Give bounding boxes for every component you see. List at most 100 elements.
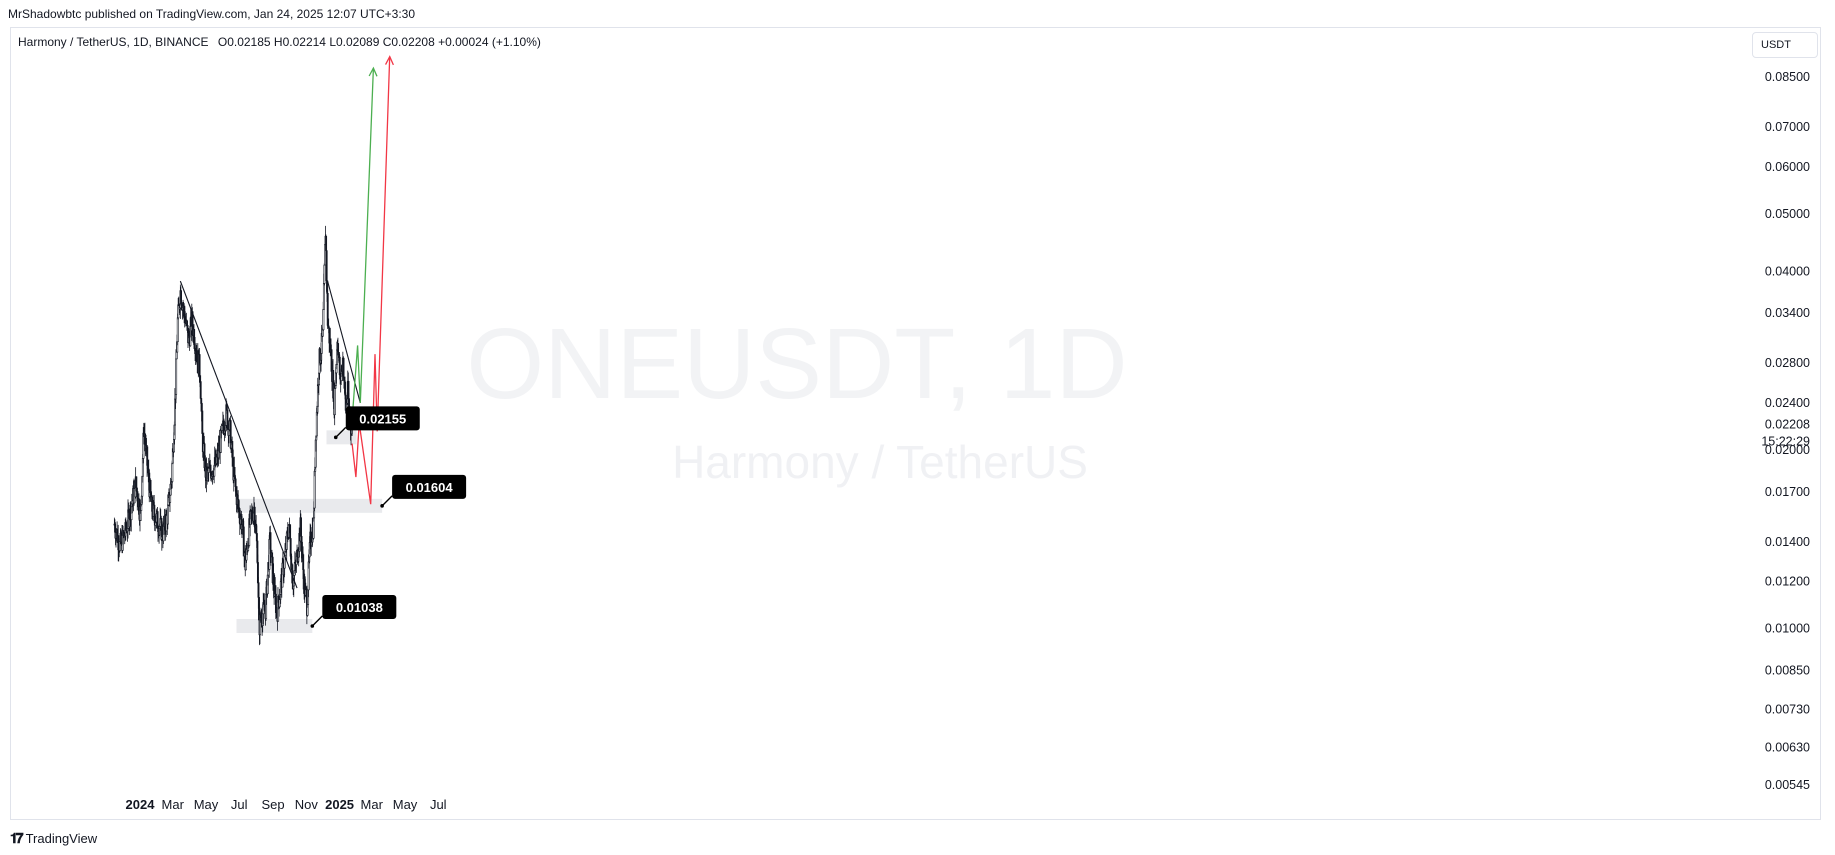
bearish-scenario-path-arrowhead <box>384 55 394 66</box>
candle-body <box>176 317 179 343</box>
price-label-pointer <box>311 615 323 627</box>
support-zone-3 <box>326 430 357 445</box>
price-tick: 0.00850 <box>1765 663 1810 677</box>
candle-body <box>278 599 281 608</box>
price-label-pointer <box>335 426 347 438</box>
legend-symbol: Harmony / TetherUS, 1D, BINANCE <box>18 35 209 49</box>
price-tick: 0.00730 <box>1765 703 1810 717</box>
candle-body <box>322 309 325 331</box>
candle-body <box>300 536 303 552</box>
candle <box>201 402 204 434</box>
candle-body <box>344 381 347 396</box>
time-tick: Sep <box>261 797 284 812</box>
price-label-dot <box>333 435 338 440</box>
tradingview-logo-text: TradingView <box>25 831 98 846</box>
candlestick-series <box>113 225 354 646</box>
price-label-box <box>322 594 397 619</box>
tradingview-logo[interactable]: 𝟏𝟕 TradingView <box>10 830 97 847</box>
candle-body <box>180 290 182 305</box>
candle-body <box>333 388 336 416</box>
candle-body <box>186 325 189 329</box>
price-tick: 0.02000 <box>1765 443 1810 457</box>
price-tick: 0.04000 <box>1765 264 1810 278</box>
price-label-box <box>345 406 420 431</box>
price-label-text: 0.01038 <box>336 600 383 615</box>
candle-body <box>322 283 325 310</box>
price-tick: 0.07000 <box>1765 120 1810 134</box>
price-tick: 0.08500 <box>1765 70 1810 84</box>
price-label-1: 0.01038 <box>310 594 397 628</box>
price-label-dot <box>380 504 384 508</box>
price-tick: 0.00545 <box>1765 778 1810 792</box>
legend-low: L0.02089 <box>329 35 380 49</box>
price-label-3: 0.02155 <box>333 406 420 440</box>
candle-body <box>271 552 274 558</box>
legend-change: +0.00024 (+1.10%) <box>438 35 541 49</box>
publish-info: MrShadowbtc published on TradingView.com… <box>8 7 416 21</box>
time-tick: May <box>393 797 418 812</box>
candle-body <box>175 358 178 395</box>
time-tick: May <box>194 797 219 812</box>
price-label-dot <box>310 624 315 628</box>
price-label-text: 0.01604 <box>406 480 454 495</box>
candle-body <box>171 462 174 482</box>
candle-body <box>326 293 329 326</box>
watermark-name: Harmony / TetherUS <box>672 436 1088 488</box>
time-axis[interactable]: 2024 Mar May Jul Sep Nov 2025 Mar May Jul <box>126 797 447 812</box>
watermark: ONEUSDT, 1D Harmony / TetherUS <box>466 308 1127 488</box>
price-tick: 0.01700 <box>1765 485 1810 499</box>
price-label-2: 0.01604 <box>380 474 467 508</box>
legend-high: H0.02214 <box>273 35 326 49</box>
legend-open: O0.02185 <box>217 35 271 49</box>
price-tick: 0.05000 <box>1765 207 1810 221</box>
projection-paths[interactable] <box>351 55 394 505</box>
price-tick: 0.02800 <box>1765 356 1810 370</box>
price-tick: 0.03400 <box>1765 306 1810 320</box>
candle-body <box>175 351 178 360</box>
time-tick: Mar <box>162 797 185 812</box>
candle-body <box>253 506 256 527</box>
support-zones <box>236 430 383 633</box>
candle <box>323 262 326 286</box>
currency-button[interactable]: USDT <box>1752 32 1818 58</box>
price-axis[interactable]: 0.08500 0.07000 0.06000 0.05000 0.04000 0.034… <box>1761 70 1810 792</box>
price-tick: 0.06000 <box>1765 160 1810 174</box>
price-tick: 0.01400 <box>1765 535 1810 549</box>
support-zone-2 <box>237 498 383 513</box>
candle <box>233 456 236 479</box>
price-label-pointer <box>381 495 393 507</box>
time-tick: Nov <box>295 797 319 812</box>
candle-body <box>169 494 172 503</box>
bearish-scenario-path <box>351 56 391 505</box>
support-zone-1 <box>236 618 313 633</box>
current-price-label: 0.02208 <box>1765 417 1810 431</box>
price-tick: 0.00630 <box>1765 741 1810 755</box>
candle-body <box>198 354 201 376</box>
candle-body <box>315 411 318 437</box>
time-tick: Mar <box>361 797 384 812</box>
candle-body <box>135 476 138 489</box>
time-tick: 2025 <box>325 797 354 812</box>
candle-body <box>323 264 326 284</box>
symbol-legend[interactable]: Harmony / TetherUS, 1D, BINANCE O0.02185… <box>18 35 541 49</box>
time-tick: 2024 <box>126 797 156 812</box>
countdown-label: 15:22:29 <box>1761 434 1810 448</box>
price-tick: 0.01000 <box>1765 622 1810 636</box>
candle-body <box>233 466 236 478</box>
chart-frame[interactable] <box>10 27 1821 820</box>
watermark-ticker: ONEUSDT, 1D <box>466 308 1127 420</box>
price-label-box <box>392 474 467 499</box>
candle-body <box>313 470 316 509</box>
price-label-text: 0.02155 <box>359 411 406 426</box>
price-tick: 0.02400 <box>1765 396 1810 410</box>
trendline-1 <box>179 280 298 589</box>
candle <box>171 460 174 489</box>
price-labels: 0.01038 0.01604 0.02155 <box>310 406 467 628</box>
legend-close: C0.02208 <box>382 35 435 49</box>
price-tick: 0.01200 <box>1765 575 1810 589</box>
bullish-scenario-path-arrowhead <box>368 66 378 77</box>
time-tick: Jul <box>231 797 248 812</box>
candle <box>180 286 182 306</box>
time-tick: Jul <box>430 797 447 812</box>
